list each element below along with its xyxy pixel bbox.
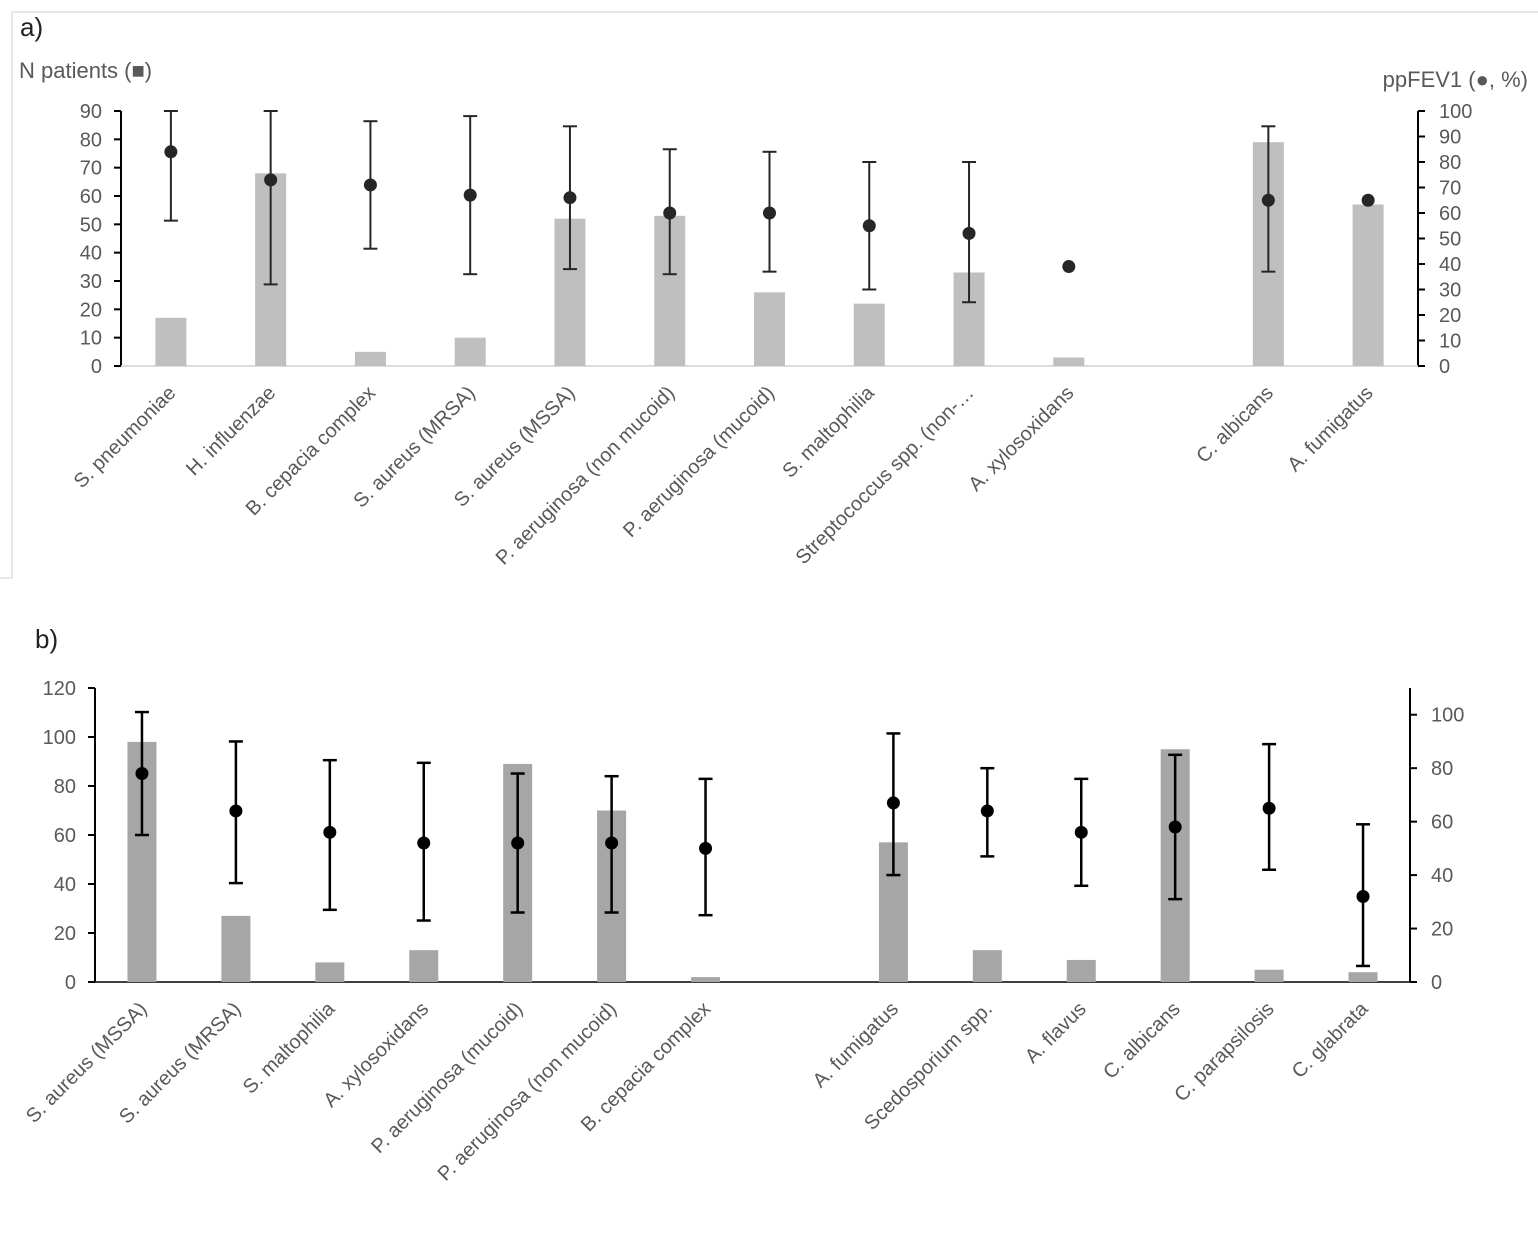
bar-n-patients — [315, 962, 345, 982]
x-tick-label: H. influenzae — [182, 382, 280, 480]
y-left-tick-label: 50 — [80, 214, 102, 236]
x-tick-label: P. aeruginosa (non mucoid) — [434, 998, 621, 1185]
x-tick-label: A. xylosoxidans — [965, 382, 1079, 496]
x-tick-label: P. aeruginosa (non mucoid) — [492, 382, 679, 569]
bar-n-patients — [454, 337, 486, 366]
y-left-tick-label: 40 — [54, 874, 76, 896]
bar-n-patients — [1352, 204, 1384, 366]
y-right-tick-label: 20 — [1439, 305, 1461, 327]
y-right-axis-title: ppFEV1 (●, %) — [1383, 67, 1528, 92]
bar-n-patients — [853, 303, 885, 366]
y-right-tick-label: 60 — [1431, 812, 1453, 834]
bar-n-patients — [972, 950, 1002, 982]
point-ppfev1 — [463, 188, 477, 202]
y-right-tick-label: 80 — [1439, 152, 1461, 174]
point-ppfev1 — [1074, 825, 1088, 839]
y-left-tick-label: 80 — [54, 776, 76, 798]
point-ppfev1 — [763, 206, 776, 220]
x-tick-label: P. aeruginosa (mucoid) — [367, 998, 527, 1158]
bar-n-patients — [754, 292, 785, 366]
y-left-tick-label: 70 — [80, 158, 102, 180]
point-ppfev1 — [164, 145, 178, 159]
y-right-tick-label: 0 — [1439, 356, 1450, 378]
point-ppfev1 — [363, 178, 377, 192]
point-ppfev1 — [886, 796, 900, 810]
y-left-tick-label: 20 — [54, 923, 76, 945]
panel-label-b: b) — [35, 624, 59, 654]
bar-n-patients — [221, 915, 251, 982]
point-ppfev1 — [962, 226, 976, 240]
y-right-tick-label: 60 — [1439, 203, 1461, 225]
y-right-tick-label: 80 — [1431, 758, 1453, 780]
y-left-tick-label: 80 — [80, 129, 102, 151]
y-right-tick-label: 20 — [1431, 919, 1453, 941]
y-left-tick-label: 120 — [43, 678, 76, 700]
y-left-tick-label: 100 — [43, 727, 76, 749]
x-tick-label: A. fumigatus — [809, 998, 903, 1092]
point-ppfev1 — [563, 191, 577, 205]
bar-n-patients — [691, 977, 721, 982]
point-ppfev1 — [135, 767, 149, 781]
point-ppfev1 — [1262, 801, 1276, 815]
y-right-tick-label: 0 — [1431, 972, 1442, 994]
y-left-tick-label: 0 — [65, 972, 76, 994]
point-ppfev1 — [1261, 193, 1275, 207]
point-ppfev1 — [417, 836, 431, 850]
y-right-tick-label: 100 — [1439, 101, 1472, 123]
bar-n-patients — [1053, 357, 1085, 366]
x-tick-label: C. albicans — [1192, 382, 1278, 468]
x-tick-label: S. maltophilia — [778, 381, 879, 482]
point-ppfev1 — [1168, 820, 1182, 834]
y-right-tick-label: 30 — [1439, 280, 1461, 302]
y-left-tick-label: 60 — [54, 825, 76, 847]
x-tick-label: C. glabrata — [1288, 997, 1373, 1082]
y-left-tick-label: 0 — [91, 356, 102, 378]
point-ppfev1 — [980, 804, 994, 818]
bar-n-patients — [1254, 969, 1284, 982]
x-tick-label: S. pneumoniae — [70, 382, 181, 493]
y-left-tick-label: 40 — [80, 243, 102, 265]
x-tick-label: C. albicans — [1099, 998, 1185, 1084]
point-ppfev1 — [511, 836, 525, 850]
chart-panel-a: a) N patients (■) ppFEV1 (●, %) 0 10 20 30 40 5… — [0, 0, 1538, 610]
y-right-tick-label: 40 — [1431, 865, 1453, 887]
chart-panel-b: b) 0 20 40 60 80 100 120 0 20 40 60 80 100 S. aureus … — [0, 610, 1538, 1237]
x-tick-label: S. maltophilia — [239, 997, 340, 1098]
y-right-tick-label: 70 — [1439, 178, 1461, 200]
y-left-axis-title: N patients (■) — [19, 58, 152, 83]
panel-label-a: a) — [20, 12, 44, 42]
bar-n-patients — [409, 950, 439, 982]
bar-n-patients — [1348, 972, 1378, 982]
point-ppfev1 — [1361, 193, 1375, 207]
y-left-tick-label: 10 — [80, 328, 102, 350]
y-left-tick-label: 20 — [80, 299, 102, 321]
y-right-tick-label: 50 — [1439, 229, 1461, 251]
y-right-tick-label: 90 — [1439, 127, 1461, 149]
y-right-tick-label: 40 — [1439, 254, 1461, 276]
bar-n-patients — [155, 317, 187, 366]
chart-frame — [0, 11, 1538, 579]
x-tick-label: C. parapsilosis — [1170, 998, 1278, 1106]
point-ppfev1 — [605, 836, 619, 850]
bar-n-patients — [354, 351, 386, 366]
point-ppfev1 — [1062, 260, 1076, 274]
y-left-tick-label: 90 — [80, 101, 102, 123]
y-left-tick-label: 60 — [80, 186, 102, 208]
y-right-tick-label: 10 — [1439, 331, 1461, 353]
x-tick-label: A. fumigatus — [1283, 382, 1377, 476]
point-ppfev1 — [699, 841, 713, 855]
point-ppfev1 — [862, 219, 876, 233]
chart-a-svg: N patients (■) ppFEV1 (●, %) 0 10 20 30 40 50 60… — [0, 11, 1538, 579]
y-right-tick-label: 100 — [1431, 705, 1464, 727]
point-ppfev1 — [229, 804, 243, 818]
point-ppfev1 — [264, 173, 278, 187]
y-left-tick-label: 30 — [80, 271, 102, 293]
x-tick-label: A. flavus — [1021, 998, 1091, 1068]
point-ppfev1 — [1356, 889, 1370, 903]
point-ppfev1 — [663, 206, 677, 220]
x-tick-label: Streptococcus spp. (non-… — [792, 382, 979, 569]
bar-n-patients — [1066, 959, 1096, 982]
point-ppfev1 — [323, 825, 337, 839]
